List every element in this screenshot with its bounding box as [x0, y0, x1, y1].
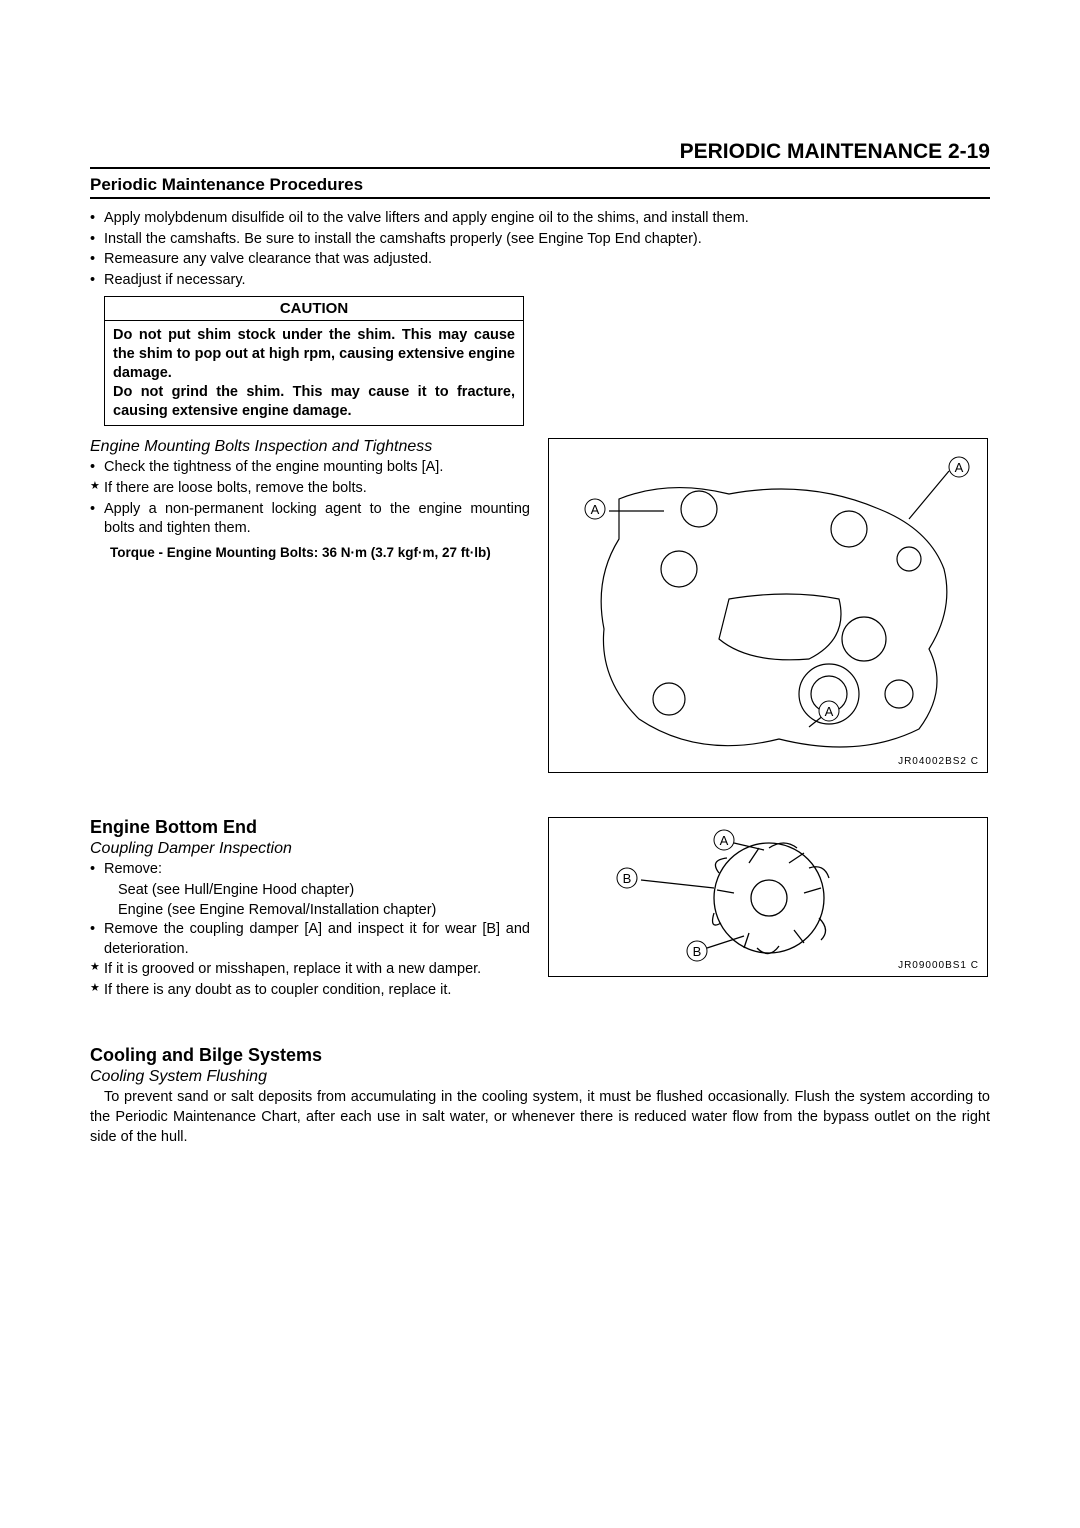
engine-bottom-block: Engine Bottom End Coupling Damper Inspec… [90, 817, 990, 1001]
bullet-list: Remove the coupling damper [A] and inspe… [90, 920, 530, 959]
list-item: If there are loose bolts, remove the bol… [90, 479, 530, 499]
figure-labels: A A A [585, 457, 969, 721]
page-header: PERIODIC MAINTENANCE 2-19 [90, 140, 990, 169]
figure-id: JR04002BS2 C [898, 756, 979, 767]
list-item: Remove the coupling damper [A] and inspe… [90, 920, 530, 959]
subsection-title: Coupling Damper Inspection [90, 840, 530, 858]
figure-id: JR09000BS1 C [898, 960, 979, 971]
list-item: Apply a non-permanent locking agent to t… [90, 500, 530, 539]
bullet-list: Apply a non-permanent locking agent to t… [90, 500, 530, 539]
section-header: Periodic Maintenance Procedures [90, 175, 990, 199]
star-list: If it is grooved or misshapen, replace i… [90, 960, 530, 1000]
sub-line: Seat (see Hull/Engine Hood chapter) [90, 881, 530, 901]
bullet-list: Remove: [90, 860, 530, 880]
caution-title: CAUTION [105, 297, 523, 321]
engine-mount-text: Engine Mounting Bolts Inspection and Tig… [90, 438, 530, 773]
subsection-title: Engine Mounting Bolts Inspection and Tig… [90, 438, 530, 456]
svg-text:A: A [955, 460, 964, 475]
svg-text:B: B [623, 871, 632, 886]
caution-line: Do not grind the shim. This may cause it… [113, 384, 515, 419]
engine-bottom-text: Engine Bottom End Coupling Damper Inspec… [90, 817, 530, 1001]
caution-body: Do not put shim stock under the shim. Th… [105, 321, 523, 425]
coupling-damper-figure: A B B JR09000BS1 C [548, 817, 988, 977]
cooling-block: Cooling and Bilge Systems Cooling System… [90, 1045, 990, 1147]
svg-text:A: A [591, 502, 600, 517]
coupling-figure-col: A B B JR09000BS1 C [548, 817, 990, 1001]
caution-line: Do not put shim stock under the shim. Th… [113, 327, 515, 381]
svg-text:A: A [720, 833, 729, 848]
paragraph: To prevent sand or salt deposits from ac… [90, 1088, 990, 1147]
top-bullet-list: Apply molybdenum disulfide oil to the va… [90, 209, 990, 290]
list-item: If it is grooved or misshapen, replace i… [90, 960, 530, 980]
engine-mount-block: Engine Mounting Bolts Inspection and Tig… [90, 438, 990, 773]
svg-text:B: B [693, 944, 702, 959]
caution-box: CAUTION Do not put shim stock under the … [104, 296, 524, 426]
engine-mount-figure-col: A A A JR04002BS2 C [548, 438, 990, 773]
subsection-title: Cooling System Flushing [90, 1068, 990, 1086]
engine-mount-figure: A A A JR04002BS2 C [548, 438, 988, 773]
list-item: Remove: [90, 860, 530, 880]
heading: Engine Bottom End [90, 817, 530, 838]
heading: Cooling and Bilge Systems [90, 1045, 990, 1066]
list-item: Remeasure any valve clearance that was a… [90, 250, 990, 270]
coupling-svg: A B B [549, 818, 989, 978]
list-item: Apply molybdenum disulfide oil to the va… [90, 209, 990, 229]
list-item: Install the camshafts. Be sure to instal… [90, 230, 990, 250]
list-item: If there is any doubt as to coupler cond… [90, 981, 530, 1001]
sub-line: Engine (see Engine Removal/Installation … [90, 901, 530, 921]
figure-labels: A B B [617, 830, 734, 961]
torque-spec: Torque - Engine Mounting Bolts: 36 N·m (… [90, 545, 530, 560]
list-item: Readjust if necessary. [90, 271, 990, 291]
engine-mount-svg: A A A [549, 439, 989, 774]
svg-text:A: A [825, 704, 834, 719]
bullet-list: Check the tightness of the engine mounti… [90, 458, 530, 478]
top-text-block: Apply molybdenum disulfide oil to the va… [90, 209, 990, 426]
star-list: If there are loose bolts, remove the bol… [90, 479, 530, 499]
list-item: Check the tightness of the engine mounti… [90, 458, 530, 478]
